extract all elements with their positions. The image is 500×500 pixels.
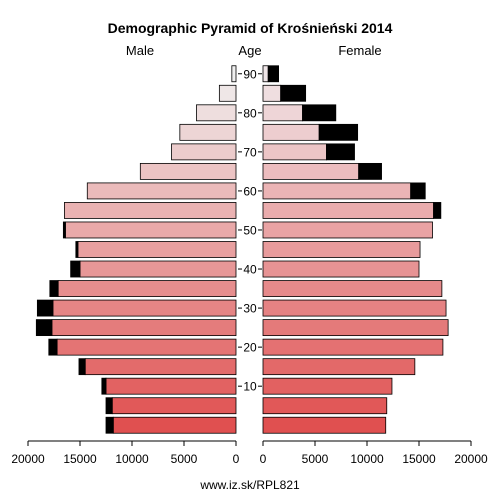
axes: 0 5000 10000 15000 20000 0 5000 10000 15000 20000… [11, 67, 488, 466]
male-excess-bar-5-9 [105, 397, 113, 415]
female-bar-50-54 [262, 221, 433, 239]
female-bar-30-34 [262, 299, 447, 317]
male-bar-10-14 [105, 377, 237, 395]
female-excess-bar-70-74 [326, 143, 355, 161]
female-x-tick-label: 20000 [454, 452, 488, 466]
male-bar-75-79 [179, 123, 237, 141]
male-x-tick-label: 0 [233, 452, 240, 466]
female-bar-25-29 [262, 319, 449, 337]
male-excess-bar-10-14 [101, 377, 107, 395]
male-bar-90+ [231, 65, 237, 83]
male-bar-80-84 [196, 104, 237, 122]
male-bar-25-29 [51, 319, 237, 337]
female-bars [262, 65, 449, 434]
male-excess-bar-45-49 [75, 241, 79, 258]
age-label: Age [238, 43, 261, 58]
female-x-tick-label: 0 [260, 452, 267, 466]
age-tick-label: 30 [243, 302, 257, 316]
male-x-tick-label: 5000 [171, 452, 198, 466]
male-x-tick-label: 20000 [11, 452, 45, 466]
female-bar-85-89 [262, 84, 282, 102]
age-tick-label: 80 [243, 106, 257, 120]
female-excess-bar-90+ [267, 65, 280, 83]
female-bar-0-4 [262, 416, 387, 434]
female-excess-bar-85-89 [280, 84, 307, 102]
male-bar-15-19 [84, 358, 237, 376]
female-excess-bar-75-79 [318, 123, 359, 141]
male-x-tick-label: 15000 [63, 452, 97, 466]
female-bar-45-49 [262, 241, 421, 258]
male-bar-40-44 [79, 260, 237, 278]
age-tick-label: 40 [243, 263, 257, 277]
female-label: Female [338, 43, 381, 58]
male-label: Male [126, 43, 154, 58]
male-excess-bar-0-4 [105, 416, 114, 434]
female-bar-80-84 [262, 104, 303, 122]
female-bar-55-59 [262, 202, 434, 219]
male-excess-bar-15-19 [78, 358, 86, 376]
footer-url: www.iz.sk/RPL821 [199, 478, 300, 492]
male-excess-bar-25-29 [35, 319, 53, 337]
age-tick-label: 50 [243, 223, 257, 237]
male-bar-50-54 [65, 221, 237, 239]
chart-title: Demographic Pyramid of Krośnieński 2014 [108, 20, 393, 36]
female-bar-90+ [262, 65, 269, 83]
female-bar-10-14 [262, 377, 393, 395]
female-excess-bar-55-59 [433, 202, 442, 219]
male-bar-30-34 [52, 299, 237, 317]
female-bar-15-19 [262, 358, 416, 376]
male-bar-65-69 [139, 162, 237, 180]
female-x-tick-label: 15000 [402, 452, 436, 466]
female-excess-bar-80-84 [302, 104, 337, 122]
male-excess-bar-20-24 [48, 338, 58, 356]
age-tick-label: 70 [243, 145, 257, 159]
age-tick-label: 20 [243, 341, 257, 355]
male-bar-85-89 [218, 84, 237, 102]
female-bar-65-69 [262, 162, 360, 180]
male-x-tick-label: 10000 [115, 452, 149, 466]
male-bars [35, 65, 237, 434]
female-excess-bar-60-64 [410, 182, 426, 200]
male-excess-bar-50-54 [62, 221, 66, 239]
age-tick-label: 60 [243, 184, 257, 198]
male-excess-bar-30-34 [36, 299, 54, 317]
male-bar-70-74 [171, 143, 237, 161]
male-excess-bar-40-44 [70, 260, 81, 278]
male-bar-45-49 [77, 241, 237, 258]
male-bar-35-39 [57, 280, 237, 297]
female-x-tick-label: 5000 [302, 452, 329, 466]
male-bar-20-24 [56, 338, 237, 356]
female-bar-75-79 [262, 123, 320, 141]
male-excess-bar-35-39 [49, 280, 59, 297]
female-bar-60-64 [262, 182, 412, 200]
female-bar-20-24 [262, 338, 444, 356]
male-bar-5-9 [111, 397, 237, 415]
age-tick-label: 90 [243, 67, 257, 81]
female-bar-40-44 [262, 260, 420, 278]
female-excess-bar-65-69 [358, 162, 382, 180]
female-bar-5-9 [262, 397, 388, 415]
female-bar-70-74 [262, 143, 327, 161]
male-bar-55-59 [64, 202, 237, 219]
age-tick-label: 10 [243, 380, 257, 394]
male-bar-0-4 [112, 416, 237, 434]
male-bar-60-64 [86, 182, 237, 200]
female-bar-35-39 [262, 280, 443, 297]
female-x-tick-label: 10000 [350, 452, 384, 466]
